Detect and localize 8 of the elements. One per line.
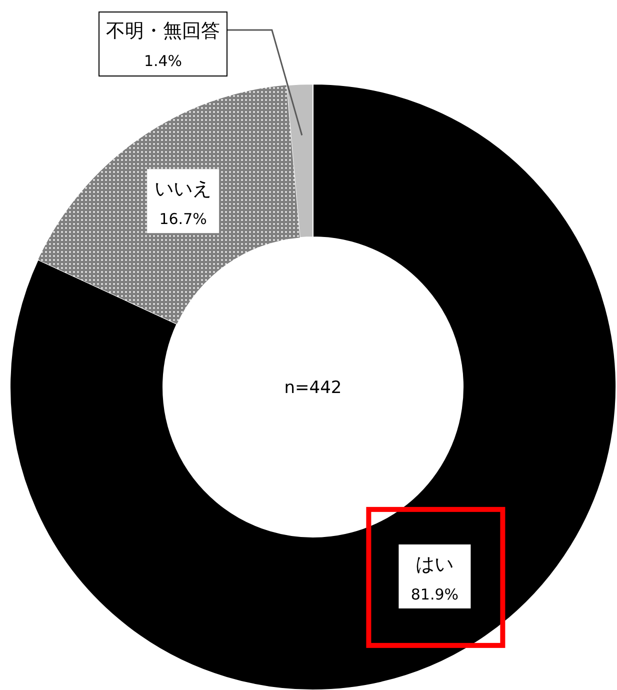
slice-label: 不明・無回答 bbox=[106, 20, 220, 42]
data-label: 16.7% bbox=[159, 210, 207, 228]
donut-slice bbox=[10, 84, 616, 690]
slice-label: はい bbox=[416, 553, 454, 576]
data-label: 1.4% bbox=[144, 52, 182, 70]
data-label: 81.9% bbox=[410, 585, 459, 604]
slice-label: いいえ bbox=[154, 178, 212, 200]
text: n=442 bbox=[284, 378, 342, 398]
